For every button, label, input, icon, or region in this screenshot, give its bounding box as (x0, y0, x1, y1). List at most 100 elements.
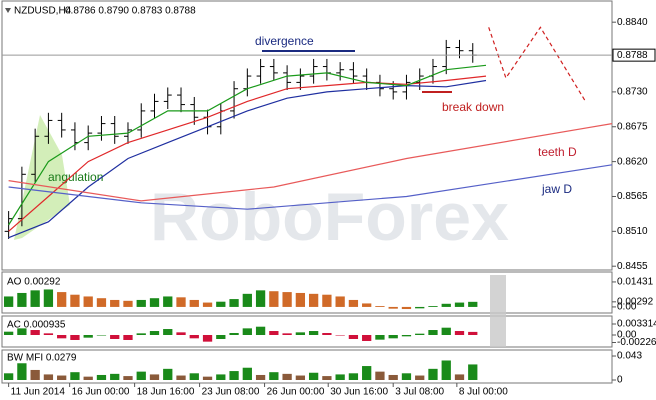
x-tick-label: 11 Jun 2014 (11, 387, 66, 398)
histogram-bar (335, 335, 345, 336)
histogram-bar (415, 375, 425, 380)
histogram-bar (176, 375, 186, 380)
histogram-bar (375, 306, 385, 307)
histogram-bar (428, 368, 438, 380)
x-tick-label: 8 Jul 00:00 (459, 387, 508, 398)
histogram-bar (415, 333, 425, 336)
y-tick-label: 0.8675 (617, 121, 648, 132)
ac-panel (1, 315, 613, 348)
histogram-bar (3, 373, 14, 380)
histogram-bar (255, 374, 266, 380)
histogram-bar (110, 299, 120, 307)
histogram-bar (189, 335, 199, 339)
histogram-bar (96, 335, 107, 336)
histogram-bar (83, 376, 93, 380)
ao-panel (1, 271, 613, 314)
histogram-bar (110, 335, 120, 339)
histogram-bar (149, 331, 160, 336)
histogram-bar (269, 331, 279, 336)
histogram-bar (362, 366, 372, 380)
histogram-bar (3, 296, 14, 307)
histogram-bar (388, 374, 398, 380)
histogram-bar (454, 374, 465, 380)
histogram-bar (282, 373, 292, 380)
histogram-bar (295, 332, 306, 336)
histogram-bar (401, 306, 412, 310)
histogram-bar (30, 369, 40, 380)
histogram-bar (454, 331, 465, 336)
histogram-bar (308, 293, 319, 307)
histogram-bar (388, 306, 398, 309)
histogram-bar (70, 335, 80, 340)
y-tick-label: 0.01431 (617, 277, 654, 288)
histogram-bar (70, 372, 80, 380)
y-tick-label: 0.00 (617, 302, 637, 313)
y-tick-label: 0.8455 (617, 261, 648, 272)
histogram-bar (163, 329, 173, 336)
histogram-bar (415, 306, 425, 309)
current-price-label: 0.8788 (617, 50, 648, 61)
histogram-bar (362, 303, 372, 307)
histogram-bar (17, 363, 27, 380)
y-tick-label: 0.00292 (617, 296, 654, 307)
y-tick-label: 0.8510 (617, 226, 648, 237)
x-tick-label: 26 Jun 00:00 (267, 387, 325, 398)
histogram-bar (229, 333, 239, 336)
indicator-title: AO 0.00292 (7, 277, 61, 288)
histogram-bar (295, 375, 306, 380)
histogram-bar (123, 300, 133, 307)
x-tick-label: 18 Jun 16:00 (137, 387, 195, 398)
annotation: angulation (48, 170, 103, 184)
histogram-bar (441, 327, 451, 336)
y-tick-label: 0.8840 (617, 17, 648, 28)
histogram-bar (295, 292, 306, 307)
histogram-bar (17, 328, 27, 336)
highlight-box (490, 275, 506, 347)
histogram-bar (255, 290, 266, 307)
histogram-bar (375, 371, 385, 380)
histogram-bar (322, 376, 332, 380)
annotation: jaw D (541, 182, 572, 196)
main-panel (1, 0, 613, 271)
histogram-bar (3, 331, 14, 336)
histogram-bar (308, 372, 319, 380)
indicator-title: BW MFI 0.0279 (7, 353, 77, 364)
histogram-bar (43, 333, 54, 336)
x-tick-label: 23 Jun 08:00 (202, 387, 260, 398)
histogram-bar (269, 372, 279, 380)
histogram-bar (96, 374, 107, 380)
histogram-bar (123, 335, 133, 340)
y-tick-label: 0.8565 (617, 191, 648, 202)
histogram-bar (189, 373, 199, 380)
indicator-line (8, 123, 613, 202)
annotation: divergence (255, 34, 314, 48)
histogram-bar (468, 364, 478, 380)
x-tick-label: 16 Jun 00:00 (72, 387, 130, 398)
histogram-bar (428, 330, 438, 336)
histogram-bar (428, 306, 438, 307)
histogram-bar (401, 335, 412, 337)
histogram-bar (57, 292, 67, 307)
annotation: teeth D (538, 145, 577, 159)
histogram-bar (189, 299, 199, 307)
histogram-bar (43, 374, 54, 380)
histogram-bar (468, 301, 478, 307)
histogram-bar (375, 335, 385, 340)
mfi-panel (1, 349, 613, 384)
histogram-bar (362, 335, 372, 341)
annotation: break down (442, 100, 504, 114)
symbol-icon (5, 8, 11, 13)
histogram-bar (30, 290, 40, 307)
histogram-bar (348, 299, 359, 307)
angulation-area (14, 115, 70, 240)
histogram-bar (216, 374, 226, 380)
histogram-bar (454, 302, 465, 307)
histogram-bar (322, 294, 332, 307)
x-tick-label: 3 Jul 08:00 (395, 387, 444, 398)
histogram-bar (202, 376, 213, 380)
histogram-bar (149, 374, 160, 380)
histogram-bar (163, 296, 173, 307)
histogram-bar (242, 328, 252, 336)
histogram-bar (441, 303, 451, 307)
histogram-bar (335, 374, 345, 380)
